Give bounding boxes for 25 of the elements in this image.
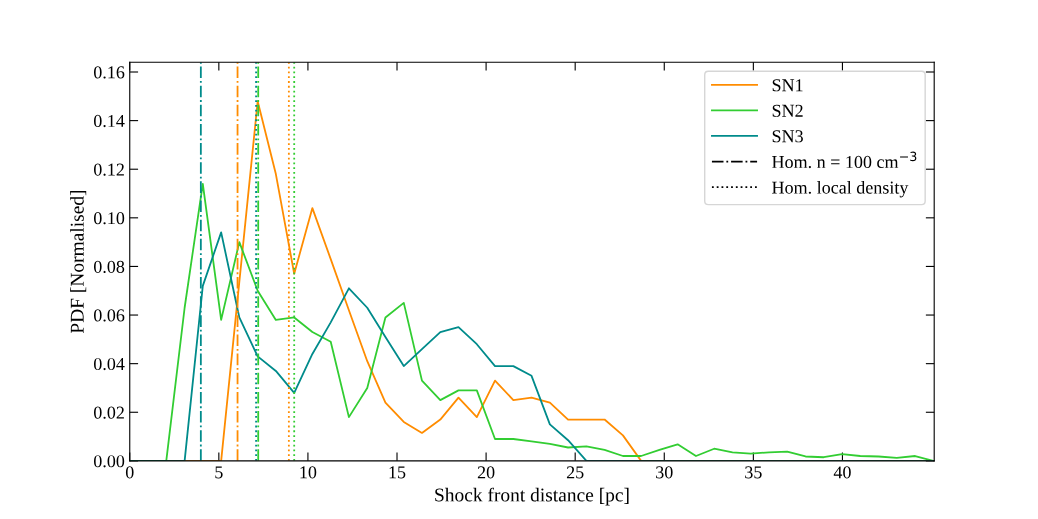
x-tick-label: 0 (125, 466, 134, 479)
y-axis-title: PDF [Normalised] (70, 190, 87, 334)
x-tick-label: 35 (745, 466, 762, 479)
annotation: Hom. n = 100 cm$^{−3}$ (772, 151, 917, 169)
y-tick-label: 0.10 (93, 212, 125, 225)
x-tick-label: 40 (833, 466, 851, 479)
x-tick-label: 30 (656, 466, 673, 479)
y-tick-label: 0.08 (93, 260, 125, 273)
y-tick-label: 0.02 (93, 406, 124, 419)
y-tick-label: 0.14 (93, 114, 125, 128)
legend-label: SN1 (772, 79, 803, 92)
x-axis-title: Shock front distance [pc] (435, 487, 629, 506)
legend-label: SN2 (772, 104, 803, 117)
x-tick-label: 5 (215, 466, 223, 479)
y-tick-label: 0.16 (93, 66, 125, 79)
x-tick-label: 20 (477, 466, 495, 479)
y-tick-label: 0.04 (93, 357, 125, 371)
y-tick-label: 0.00 (93, 455, 125, 468)
annotation: Hom. local density (772, 181, 909, 198)
x-tick-label: 15 (389, 466, 406, 479)
legend-label: SN3 (772, 130, 803, 143)
x-tick-label: 25 (566, 466, 584, 479)
y-tick-label: 0.06 (93, 309, 125, 322)
y-tick-label: 0.12 (93, 163, 124, 176)
x-tick-label: 10 (300, 466, 317, 479)
